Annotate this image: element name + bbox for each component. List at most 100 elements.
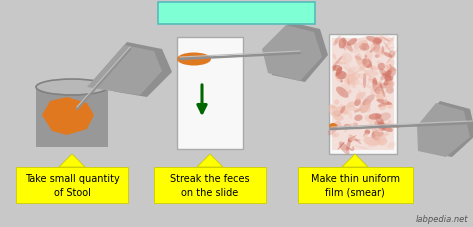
Ellipse shape xyxy=(352,147,354,151)
Ellipse shape xyxy=(370,47,377,53)
Ellipse shape xyxy=(359,67,371,78)
Ellipse shape xyxy=(373,83,382,89)
Ellipse shape xyxy=(358,89,365,103)
Ellipse shape xyxy=(389,82,393,86)
Ellipse shape xyxy=(375,121,383,128)
Bar xyxy=(329,35,397,154)
Ellipse shape xyxy=(350,135,361,145)
Ellipse shape xyxy=(385,125,395,132)
Text: Take small quantity
of Stool: Take small quantity of Stool xyxy=(25,174,119,197)
Bar xyxy=(332,39,394,150)
Polygon shape xyxy=(262,26,322,82)
Ellipse shape xyxy=(333,36,341,47)
Ellipse shape xyxy=(371,44,378,53)
Polygon shape xyxy=(87,46,162,96)
Ellipse shape xyxy=(330,106,336,109)
Ellipse shape xyxy=(355,63,369,74)
Ellipse shape xyxy=(362,59,372,69)
Ellipse shape xyxy=(353,147,355,148)
Ellipse shape xyxy=(363,48,366,50)
Ellipse shape xyxy=(388,51,395,59)
Ellipse shape xyxy=(359,74,365,80)
Ellipse shape xyxy=(353,123,358,128)
Ellipse shape xyxy=(386,87,394,94)
Ellipse shape xyxy=(389,65,393,70)
Ellipse shape xyxy=(378,103,386,111)
Ellipse shape xyxy=(354,115,363,121)
Ellipse shape xyxy=(344,73,360,84)
Ellipse shape xyxy=(346,106,352,120)
Ellipse shape xyxy=(333,54,336,60)
Ellipse shape xyxy=(380,51,387,56)
Ellipse shape xyxy=(344,124,351,128)
Ellipse shape xyxy=(352,139,361,141)
Ellipse shape xyxy=(372,78,377,91)
Ellipse shape xyxy=(369,122,374,126)
Ellipse shape xyxy=(336,107,349,115)
Ellipse shape xyxy=(380,121,386,128)
Text: Streak the feces
on the slide: Streak the feces on the slide xyxy=(170,174,250,197)
Ellipse shape xyxy=(377,93,385,101)
Ellipse shape xyxy=(329,123,337,129)
Ellipse shape xyxy=(339,55,345,66)
Ellipse shape xyxy=(366,59,372,65)
Ellipse shape xyxy=(354,43,359,51)
Ellipse shape xyxy=(342,53,352,63)
Bar xyxy=(36,88,108,147)
Ellipse shape xyxy=(385,66,391,72)
Ellipse shape xyxy=(386,82,395,91)
Ellipse shape xyxy=(377,100,392,106)
Ellipse shape xyxy=(372,44,383,58)
Ellipse shape xyxy=(354,44,356,48)
Ellipse shape xyxy=(388,68,396,77)
Ellipse shape xyxy=(387,120,392,130)
Ellipse shape xyxy=(330,127,336,131)
Ellipse shape xyxy=(348,138,353,143)
Polygon shape xyxy=(42,98,94,135)
Ellipse shape xyxy=(381,47,384,55)
Ellipse shape xyxy=(335,72,347,80)
Ellipse shape xyxy=(354,99,361,106)
Ellipse shape xyxy=(339,83,351,93)
Ellipse shape xyxy=(370,129,384,132)
Ellipse shape xyxy=(336,68,342,76)
Ellipse shape xyxy=(386,103,393,109)
Ellipse shape xyxy=(348,135,356,142)
Ellipse shape xyxy=(386,89,392,91)
Ellipse shape xyxy=(380,125,393,133)
Ellipse shape xyxy=(363,74,370,77)
Ellipse shape xyxy=(339,121,343,129)
Ellipse shape xyxy=(363,133,368,138)
Ellipse shape xyxy=(332,57,342,68)
Ellipse shape xyxy=(365,71,379,76)
Ellipse shape xyxy=(372,79,378,86)
Ellipse shape xyxy=(344,105,359,112)
Ellipse shape xyxy=(384,37,394,50)
FancyBboxPatch shape xyxy=(158,3,315,25)
Ellipse shape xyxy=(354,146,369,150)
Ellipse shape xyxy=(385,86,389,95)
Ellipse shape xyxy=(342,40,344,42)
Ellipse shape xyxy=(365,100,370,107)
Text: labpedia.net: labpedia.net xyxy=(415,214,468,223)
Ellipse shape xyxy=(357,125,373,131)
Ellipse shape xyxy=(390,68,395,73)
Polygon shape xyxy=(197,154,223,167)
Ellipse shape xyxy=(351,73,356,77)
Ellipse shape xyxy=(333,66,336,72)
Ellipse shape xyxy=(368,75,371,86)
Ellipse shape xyxy=(375,55,380,59)
Ellipse shape xyxy=(346,95,350,99)
Ellipse shape xyxy=(335,62,347,65)
Ellipse shape xyxy=(365,56,367,59)
Ellipse shape xyxy=(347,79,350,86)
Ellipse shape xyxy=(379,83,385,97)
Ellipse shape xyxy=(328,124,339,136)
Ellipse shape xyxy=(384,99,387,107)
Text: Make thin uniform
film (smear): Make thin uniform film (smear) xyxy=(310,174,400,197)
Ellipse shape xyxy=(359,105,367,113)
Ellipse shape xyxy=(380,70,392,81)
Ellipse shape xyxy=(372,132,380,141)
Ellipse shape xyxy=(359,67,362,72)
Bar xyxy=(16,167,128,203)
